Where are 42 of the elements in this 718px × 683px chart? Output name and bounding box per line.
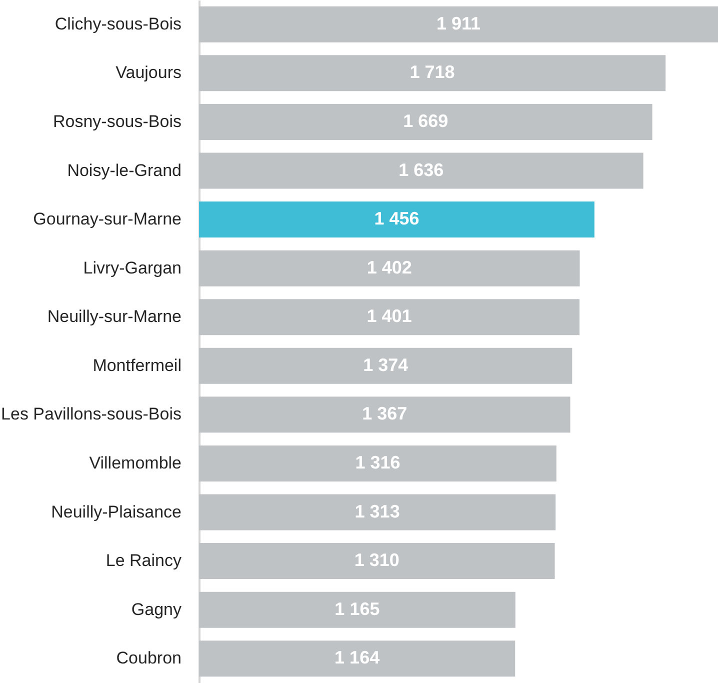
bar [199,543,555,580]
data-label: 1 456 [374,208,420,229]
y-tick-label: Livry-Gargan [83,258,182,278]
data-label: 1 636 [398,160,444,180]
bar [199,299,580,336]
data-label: 1 165 [334,598,380,619]
y-tick-label: Gournay-sur-Marne [33,210,182,229]
data-label: 1 911 [436,13,481,34]
y-tick-label: Coubron [116,648,182,668]
bar [199,445,556,482]
bar [199,494,556,530]
bar [199,6,718,42]
bar [199,202,594,238]
data-label: 1 401 [366,306,412,326]
data-label: 1 669 [403,110,448,131]
y-tick-label: Noisy-le-Grand [67,160,182,180]
y-tick-label: Neuilly-Plaisance [51,502,182,522]
y-tick-label: Clichy-sous-Bois [54,14,182,34]
data-label: 1 164 [334,648,380,668]
bar [199,396,570,433]
bar [199,104,652,140]
bar [199,250,580,286]
y-tick-label: Rosny-sous-Bois [53,112,182,131]
data-label: 1 367 [362,404,408,424]
bar [199,152,644,189]
data-label: 1 313 [354,501,400,522]
y-tick-label: Montfermeil [92,356,182,375]
bar [199,592,516,628]
bar [199,348,572,384]
data-label: 1 310 [354,550,400,570]
y-tick-label: Le Raincy [106,551,182,570]
data-label: 1 402 [366,257,412,278]
y-tick-label: Neuilly-sur-Marne [47,307,182,326]
data-label: 1 374 [363,354,408,375]
y-tick-label: Les Pavillons-sous-Bois [1,404,182,424]
data-label: 1 718 [410,62,455,82]
y-tick-label: Vaujours [116,63,182,82]
bar [199,640,516,677]
y-tick-label: Gagny [131,600,182,619]
bar [199,55,666,92]
data-label: 1 316 [355,452,400,472]
y-tick-label: Villemomble [89,453,182,472]
